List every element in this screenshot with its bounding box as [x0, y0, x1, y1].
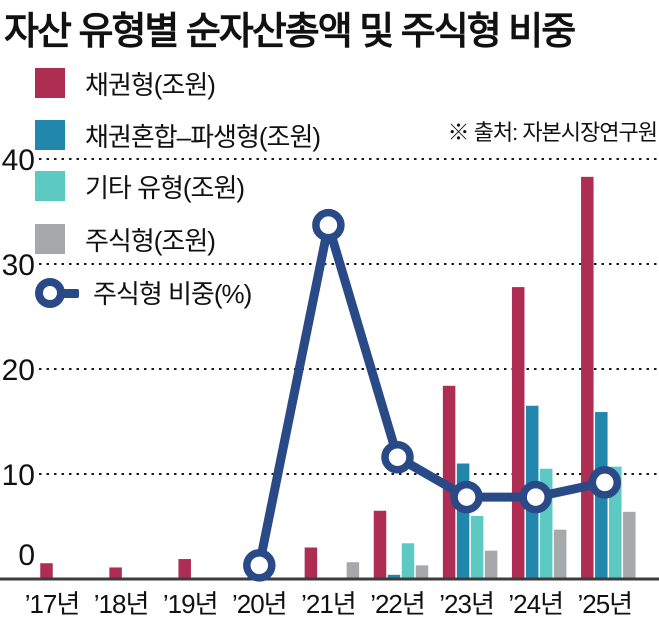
x-tick-label: ’20년 — [232, 589, 287, 619]
x-tick-label: ’25년 — [577, 589, 632, 619]
x-tick-label: ’21년 — [301, 589, 356, 619]
y-tick-label: 10 — [2, 459, 35, 492]
x-tick-label: ’19년 — [163, 589, 218, 619]
page-title: 자산 유형별 순자산총액 및 주식형 비중 — [4, 11, 576, 53]
line-point-marker — [243, 549, 276, 582]
bar — [484, 550, 498, 579]
line-point-marker — [312, 208, 345, 242]
line-point-marker — [588, 466, 622, 499]
x-tick-label: ’17년 — [25, 589, 80, 619]
x-tick-label: ’23년 — [439, 589, 494, 619]
bar — [415, 565, 429, 579]
x-tick-label: ’18년 — [94, 589, 149, 619]
bar — [178, 559, 191, 579]
bar — [581, 176, 594, 579]
bar — [456, 463, 470, 579]
bar — [511, 287, 525, 579]
y-tick-label: 0 — [18, 539, 35, 572]
bar — [109, 567, 122, 579]
x-tick-label: ’22년 — [370, 589, 425, 619]
bar — [623, 511, 636, 579]
line-point-marker — [450, 480, 483, 514]
bar — [304, 547, 318, 579]
bar — [373, 510, 387, 579]
bar — [470, 516, 484, 579]
bar — [346, 562, 360, 579]
y-tick-label: 20 — [2, 354, 35, 387]
bar — [40, 563, 53, 579]
bar — [387, 574, 401, 579]
line-point-marker — [519, 480, 552, 514]
y-tick-label: 40 — [2, 144, 35, 177]
bar — [401, 543, 415, 579]
bar — [553, 529, 567, 579]
ratio-line — [254, 220, 610, 570]
line-point-marker — [381, 440, 414, 474]
x-tick-label: ’24년 — [508, 589, 563, 619]
source-note: ※ 출처: 자본시장연구원 — [447, 120, 658, 145]
y-tick-label: 30 — [2, 249, 35, 282]
